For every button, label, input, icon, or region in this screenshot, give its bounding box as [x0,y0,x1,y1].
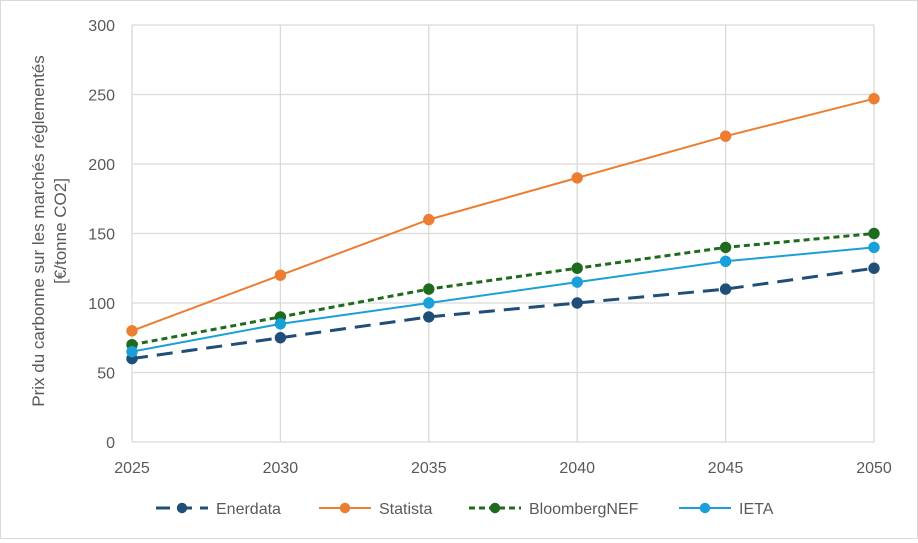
data-point [126,325,138,337]
legend: Enerdata Statista BloombergNEF IETA [156,501,774,518]
data-point [423,283,435,295]
y-tick-label: 200 [88,157,115,174]
data-point [423,213,435,226]
y-axis-title-line-2: [€/tonne CO2] [51,178,70,284]
x-tick-label: 2030 [263,460,299,477]
series-enerdata [126,262,880,365]
data-point [571,297,583,309]
y-tick-label: 250 [88,88,115,105]
series-line [131,246,875,353]
x-tick-label: 2025 [114,460,150,477]
data-point [719,255,732,267]
y-tick-label: 50 [97,366,115,383]
y-tick-label: 150 [88,227,115,244]
x-tick-label: 2040 [559,460,595,477]
axes: 0 50 100 150 200 250 300 2025 2030 2035 2040 2045 20… [88,18,892,477]
data-point [423,297,435,309]
data-point [868,241,880,254]
data-point [719,283,732,295]
data-point [868,262,880,274]
y-tick-label: 100 [88,296,115,313]
data-point [274,332,287,344]
series-ieta [126,241,880,358]
series-line [131,266,875,361]
legend-label: Enerdata [216,501,281,518]
legend-label: Statista [379,501,432,518]
legend-item-enerdata: Enerdata [156,501,281,518]
data-point [719,241,732,254]
series-lines [126,92,880,365]
data-point [868,227,880,240]
y-axis-title: Prix du carbonne sur les marchés régleme… [29,55,70,407]
legend-label: IETA [739,501,774,518]
data-point [719,130,732,142]
data-point [571,276,583,288]
legend-label: BloombergNEF [529,501,639,518]
legend-item-statista: Statista [319,501,432,518]
y-tick-label: 0 [106,435,115,452]
x-tick-label: 2050 [856,460,892,477]
data-point [274,269,287,281]
legend-marker [699,502,711,514]
series-statista [126,92,880,337]
legend-marker [176,502,188,514]
x-tick-label: 2035 [411,460,447,477]
data-point [868,92,880,105]
series-line [131,97,875,332]
data-point [274,318,287,330]
data-point [126,345,138,358]
data-point [571,172,583,184]
y-tick-label: 300 [88,18,115,35]
gridlines [131,24,875,443]
y-axis-title-line-1: Prix du carbonne sur les marchés régleme… [29,55,48,407]
series-line [131,232,875,347]
legend-marker [339,502,351,514]
legend-item-bloombergnef: BloombergNEF [469,501,639,518]
data-point [423,311,435,323]
data-point [571,262,583,274]
legend-marker [489,502,501,514]
legend-item-ieta: IETA [679,501,774,518]
x-tick-label: 2045 [708,460,744,477]
